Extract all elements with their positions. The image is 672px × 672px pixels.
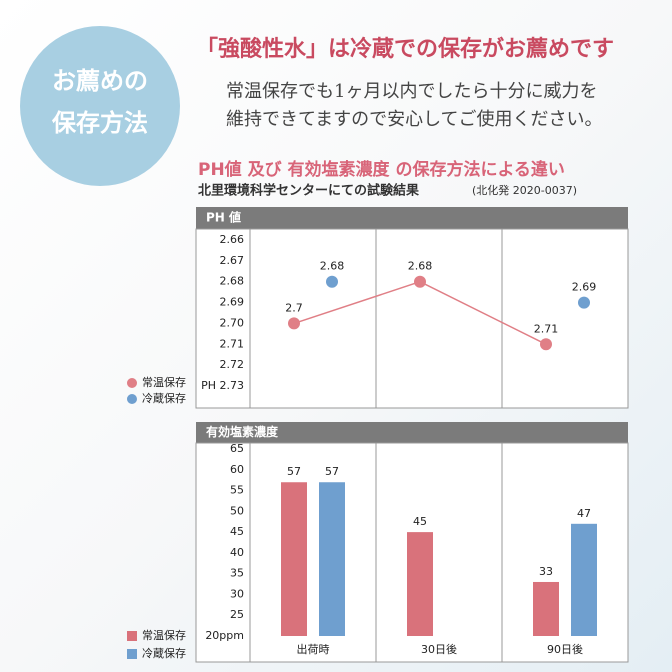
y-tick-label: 2.72 [220,358,245,371]
data-label: 2.7 [285,301,303,314]
chart-title: PH 値 [206,210,241,225]
legend-label: 常温保存 [142,375,186,389]
y-tick-label: 2.71 [220,337,245,350]
plot-area [195,228,629,409]
y-tick-label: 2.67 [220,254,245,267]
bar [407,532,433,636]
data-label: 57 [325,465,339,478]
chart-title: 有効塩素濃度 [206,424,279,439]
badge-text: お薦めの [52,67,148,95]
badge-circle [20,26,180,186]
data-label: 2.68 [320,260,345,273]
badge-text: 保存方法 [51,109,148,137]
legend-label: 常温保存 [142,628,186,642]
y-tick-label: 2.69 [220,296,245,309]
data-label: 47 [577,507,591,520]
y-tick-label: 45 [230,525,244,538]
bar [533,581,559,636]
y-tick-label: 60 [230,463,244,476]
y-tick-label: 2.68 [220,275,245,288]
panel-header [196,422,628,443]
data-point [326,275,338,288]
y-tick-label: 35 [230,567,244,580]
y-tick-label: 2.66 [220,233,245,246]
y-tick-label: 65 [230,442,244,455]
headline: 「強酸性水」は冷蔵での保存がお薦めです [196,36,614,62]
body-text: 常温保存でも1ヶ月以内でしたら十分に威力を [226,81,597,102]
legend-label: 冷蔵保存 [142,646,186,660]
y-tick-label: 50 [230,504,244,517]
y-tick-label: 20ppm [205,629,244,642]
legend-marker [127,631,137,641]
data-label: 2.69 [572,281,597,294]
x-tick-label: 出荷時 [297,642,330,656]
data-label: 33 [539,565,553,578]
legend-label: 冷蔵保存 [142,391,186,405]
y-tick-label: 2.70 [220,316,245,329]
data-label: 57 [287,465,301,478]
y-tick-label: 40 [230,546,244,559]
data-point [414,275,426,288]
legend-marker [127,649,137,659]
bar [571,523,597,636]
source: (北化発 2020-0037) [472,183,577,197]
data-point [288,317,300,330]
data-label: 2.71 [534,322,559,335]
y-tick-label: PH 2.73 [201,379,244,392]
legend-marker [127,394,137,404]
y-tick-label: 30 [230,587,244,600]
bar [319,482,345,636]
data-label: 2.68 [408,260,433,273]
bar [281,482,307,636]
section-subtitle: 北里環境科学センターにての試験結果 [198,183,419,199]
body-text: 維持できてますので安心してご使用ください。 [226,109,603,130]
legend-marker [127,378,137,388]
x-tick-label: 30日後 [421,642,457,656]
section-title: PH値 及び 有効塩素濃度 の保存方法による違い [198,159,565,180]
data-point [578,296,590,309]
panel-header [196,207,628,229]
x-tick-label: 90日後 [547,642,583,656]
data-point [540,338,552,351]
data-label: 45 [413,515,427,528]
y-tick-label: 25 [230,608,244,621]
y-tick-label: 55 [230,484,244,497]
